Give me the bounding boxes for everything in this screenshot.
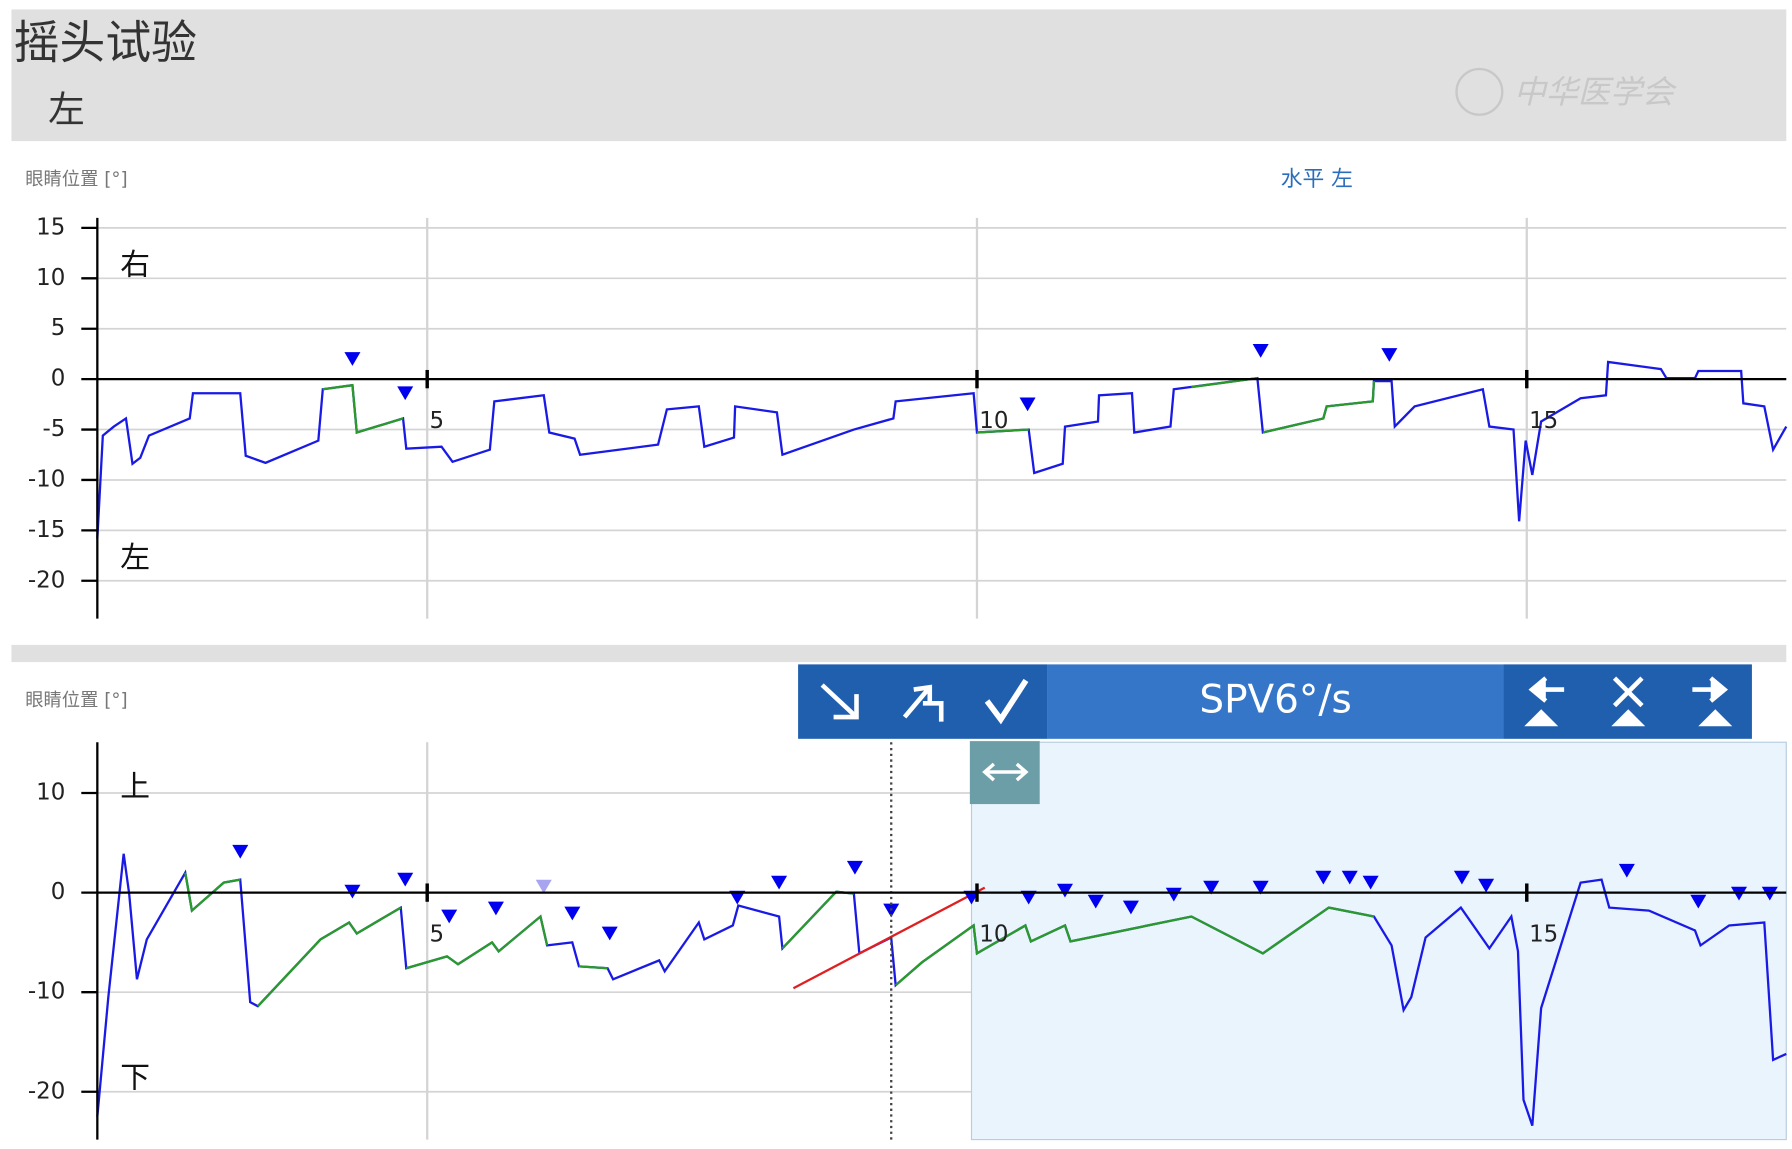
event-marker <box>487 901 504 916</box>
spv-label: SPV6°/s <box>1199 678 1351 723</box>
event-marker <box>1165 887 1182 902</box>
y-axis-label: 眼睛位置 [°] <box>25 169 128 190</box>
event-marker <box>397 386 414 401</box>
direction-label: 右 <box>120 247 150 282</box>
selection-region <box>970 741 1787 1141</box>
event-marker <box>1019 397 1036 412</box>
direction-label: 上 <box>120 770 150 805</box>
watermark: 中华医学会 <box>1514 73 1677 111</box>
event-marker <box>535 879 552 894</box>
y-tick-label: -20 <box>28 1078 65 1104</box>
y-tick-label: -15 <box>28 517 65 543</box>
event-marker <box>1056 883 1073 898</box>
icon-down-arrow[interactable] <box>820 683 859 720</box>
event-marker <box>397 872 414 887</box>
event-marker <box>771 875 788 890</box>
y-tick-label: 5 <box>51 315 66 341</box>
event-marker <box>1453 870 1470 885</box>
y-tick-label: 0 <box>51 879 66 905</box>
x-tick-label: 5 <box>429 921 444 947</box>
event-marker <box>441 909 458 924</box>
event-marker <box>601 926 618 941</box>
toolbar-label-box <box>1047 664 1504 739</box>
direction-label: 下 <box>120 1060 150 1095</box>
event-marker <box>846 860 863 875</box>
event-marker <box>1122 900 1139 915</box>
icon-next[interactable] <box>1692 676 1733 727</box>
y-tick-label: 0 <box>51 366 66 392</box>
y-tick-label: 15 <box>36 214 65 240</box>
y-tick-label: -5 <box>42 416 65 442</box>
event-marker <box>1381 348 1398 362</box>
toolbar: SPV6°/s <box>798 664 1752 805</box>
chart: 眼睛位置 [°] 水平 左 15 10 5 0 -5 -10 -15 -20 5 10 15 右左 <box>25 167 1788 619</box>
trace <box>184 872 1375 1007</box>
separator <box>11 644 1787 663</box>
y-axis-label: 眼睛位置 [°] <box>25 690 128 711</box>
event-marker <box>1252 344 1269 358</box>
x-tick-label: 5 <box>429 408 444 434</box>
header-band <box>11 9 1787 142</box>
x-tick-label: 10 <box>979 921 1008 947</box>
chart-title: 水平 左 <box>1281 167 1353 192</box>
event-marker <box>564 906 581 921</box>
plot-layer <box>96 741 1787 1141</box>
y-tick-label: -10 <box>28 979 65 1005</box>
x-tick-label: 15 <box>1529 408 1558 434</box>
y-tick-label: -20 <box>28 567 65 593</box>
direction-label: 左 <box>120 541 150 576</box>
watermark-logo <box>1455 67 1504 116</box>
y-tick-label: -10 <box>28 466 65 492</box>
icon-resize <box>982 762 1029 782</box>
trace <box>792 886 986 990</box>
icon-delete[interactable] <box>1611 676 1646 727</box>
grid: 15 10 5 0 -5 -10 -15 -20 <box>28 214 1787 619</box>
event-marker <box>1020 890 1037 905</box>
event-marker <box>1315 870 1332 885</box>
y-tick-label: 10 <box>36 780 65 806</box>
event-marker <box>1478 878 1495 893</box>
event-marker <box>729 890 746 905</box>
event-marker <box>1252 880 1269 895</box>
test-title: 摇头试验 <box>14 16 197 70</box>
x-tick-label: 10 <box>979 408 1008 434</box>
event-marker <box>1203 880 1220 895</box>
icon-check[interactable] <box>984 678 1029 725</box>
chart: 眼睛位置 [°] 10 0 -10 -20 5 10 15 上下 <box>25 690 1787 1141</box>
plot-layer <box>96 344 1788 539</box>
event-marker <box>1087 894 1104 909</box>
event-marker <box>1362 875 1379 890</box>
icon-prev[interactable] <box>1524 676 1565 727</box>
trace <box>96 360 1788 539</box>
trace <box>322 376 1376 435</box>
test-side: 左 <box>48 88 85 131</box>
event-marker <box>1618 863 1635 878</box>
icon-up-arrow[interactable] <box>902 684 944 722</box>
y-tick-label: 10 <box>36 265 65 291</box>
event-marker <box>344 352 361 366</box>
toolbar-right <box>1503 664 1752 739</box>
event-marker <box>1341 870 1358 885</box>
event-marker <box>1690 894 1707 909</box>
event-marker <box>232 844 249 859</box>
x-tick-label: 15 <box>1529 921 1558 947</box>
